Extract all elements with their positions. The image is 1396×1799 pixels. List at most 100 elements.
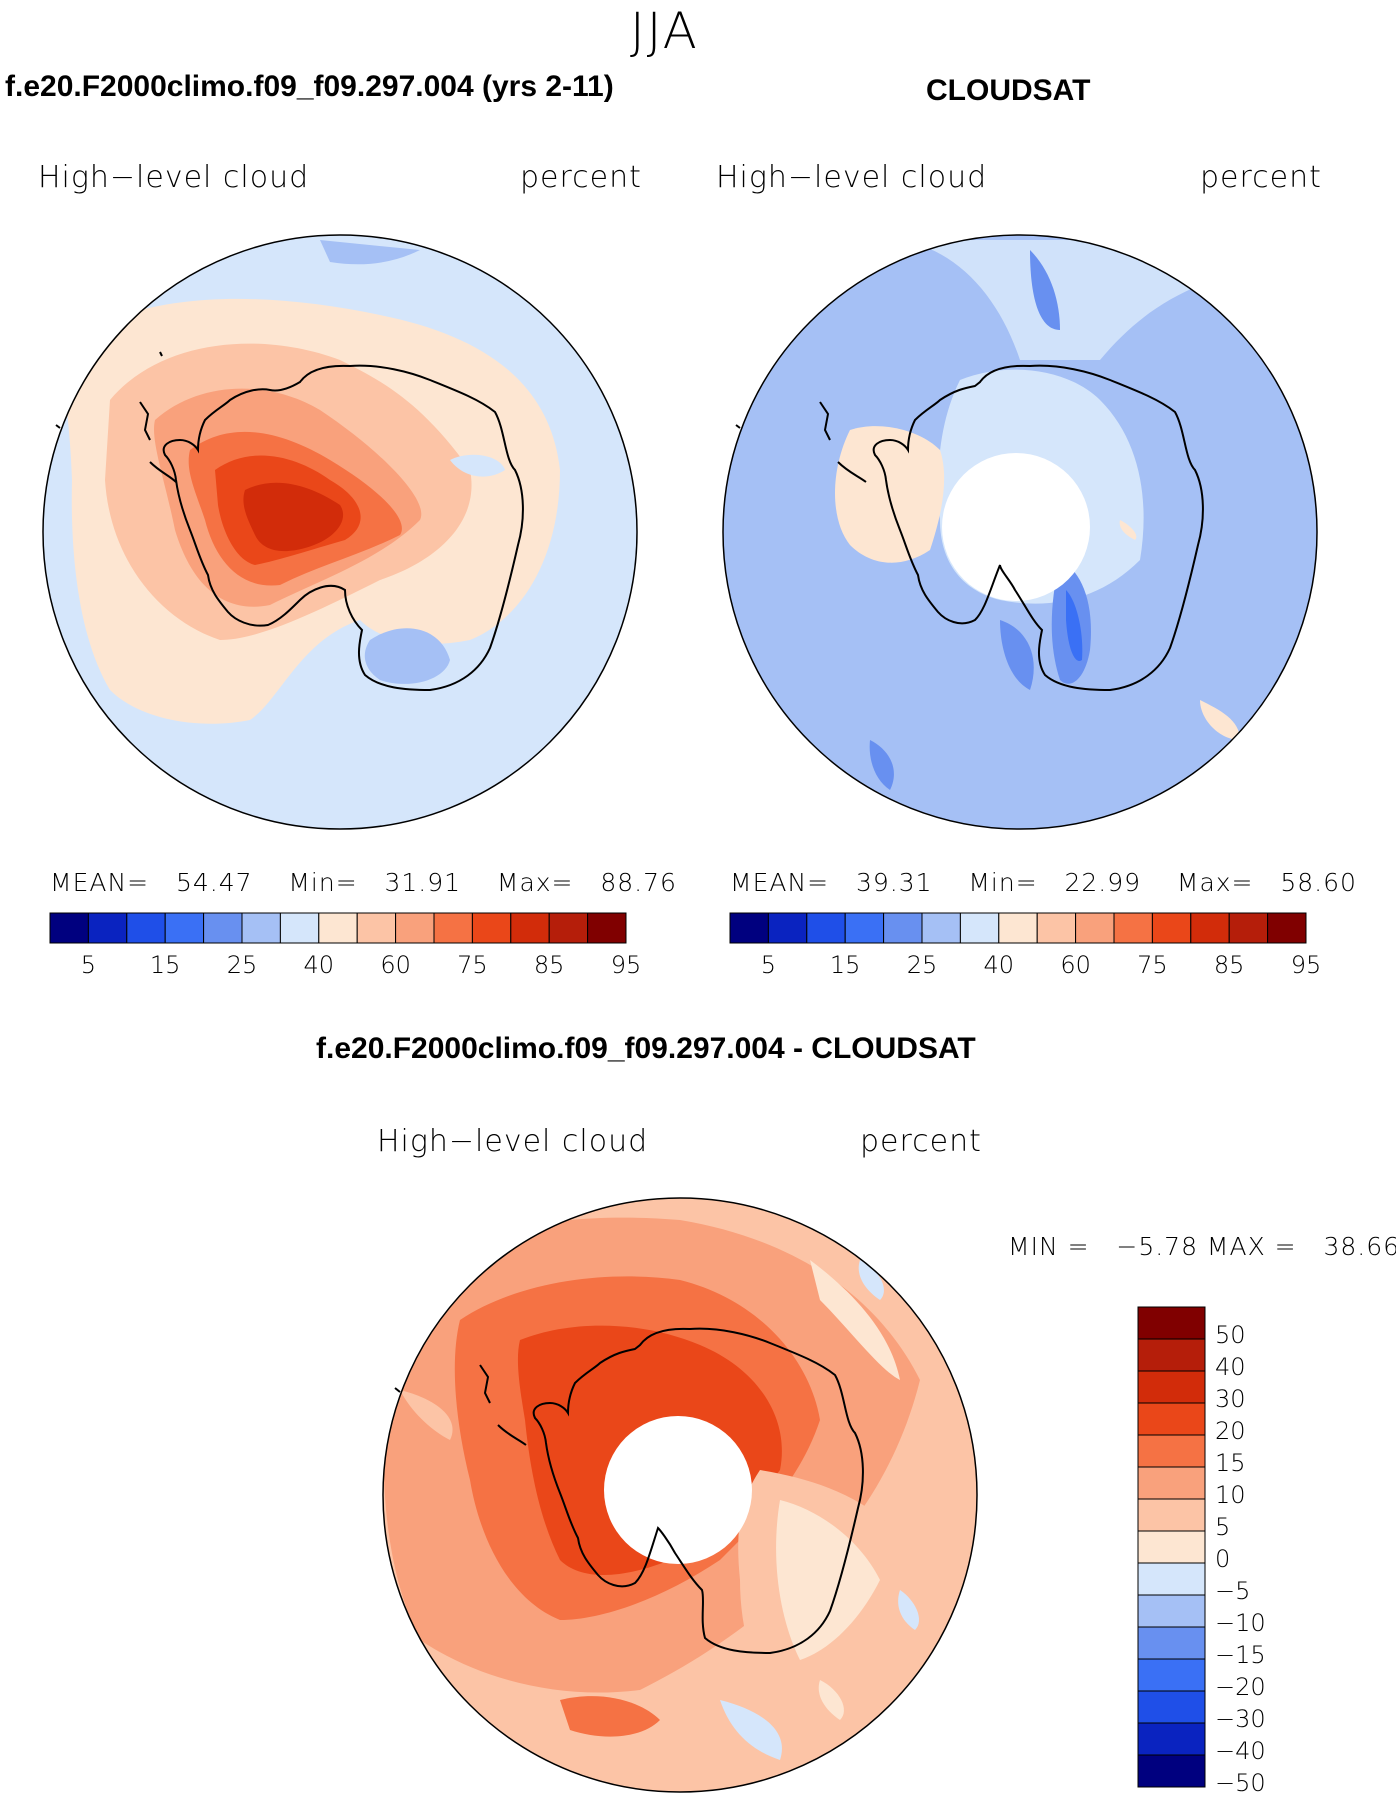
obs-polar-gap (942, 453, 1090, 601)
diff-stats: MIN = −5.78 MAX = 38.66 (1008, 1232, 1396, 1261)
obs-colorbar-tick: 15 (829, 951, 861, 979)
obs-variable-label: High−level cloud (716, 160, 988, 195)
obs-colorbar-tick: 25 (906, 951, 938, 979)
diff-colorbar-tick: −15 (1215, 1641, 1266, 1669)
obs-units-label: percent (1200, 160, 1322, 195)
season-title: JJA (630, 2, 699, 60)
model-min-value: 31.91 (384, 868, 462, 897)
obs-colorbar-tick: 60 (1060, 951, 1091, 979)
obs-map (722, 234, 1318, 830)
diff-colorbar-tick: −10 (1215, 1609, 1266, 1637)
obs-mean-value: 39.31 (855, 868, 933, 897)
diff-colorbar-cell (1137, 1690, 1206, 1724)
model-colorbar-cell (164, 912, 205, 944)
model-panel-title: f.e20.F2000climo.f09_f09.297.004 (yrs 2-… (5, 70, 614, 103)
obs-colorbar-tick: 85 (1213, 951, 1245, 979)
model-colorbar-tick: 15 (149, 951, 181, 979)
obs-colorbar-cell (883, 912, 923, 944)
model-colorbar-cell (87, 912, 128, 944)
obs-colorbar-cell (767, 912, 808, 944)
obs-colorbar-tick: 5 (760, 951, 777, 979)
diff-colorbar-cell (1137, 1306, 1206, 1340)
diff-colorbar-tick: −5 (1215, 1577, 1251, 1605)
model-colorbar-cell (318, 912, 358, 944)
diff-variable-label: High−level cloud (377, 1124, 649, 1159)
diff-coastline (532, 1327, 864, 1655)
obs-colorbar-tick: 95 (1290, 951, 1322, 979)
model-colorbar-cell (548, 912, 589, 944)
model-colorbar-tick: 5 (80, 951, 97, 979)
obs-colorbar (729, 912, 1307, 944)
model-colorbar (49, 912, 627, 944)
model-colorbar-cell (356, 912, 397, 944)
diff-units-label: percent (860, 1124, 982, 1159)
diff-panel-title: f.e20.F2000climo.f09_f09.297.004 - CLOUD… (316, 1032, 976, 1065)
diff-colorbar-tick: 10 (1215, 1481, 1246, 1509)
diff-colorbar-cell (1137, 1338, 1206, 1372)
diff-colorbar-tick: 0 (1215, 1545, 1231, 1573)
model-min-label: Min= (288, 868, 358, 897)
model-colorbar-cell (471, 912, 512, 944)
model-colorbar-cell (587, 912, 627, 944)
diff-colorbar-cell (1137, 1434, 1206, 1468)
diff-colorbar-cell (1137, 1658, 1206, 1692)
obs-max-label: Max= (1176, 868, 1254, 897)
diff-colorbar (1137, 1306, 1206, 1788)
obs-coastline (872, 364, 1204, 692)
diff-colorbar-cell (1137, 1498, 1206, 1532)
diff-colorbar-cell (1137, 1402, 1206, 1436)
diff-colorbar-cell (1137, 1530, 1206, 1564)
diff-colorbar-tick: 40 (1215, 1353, 1246, 1381)
model-colorbar-cell (510, 912, 550, 944)
model-colorbar-tick: 85 (533, 951, 565, 979)
diff-colorbar-tick: 5 (1215, 1513, 1231, 1541)
model-colorbar-cell (395, 912, 435, 944)
model-colorbar-tick: 75 (457, 951, 488, 979)
obs-colorbar-cell (1036, 912, 1077, 944)
model-variable-label: High−level cloud (38, 160, 310, 195)
diff-colorbar-tick: −50 (1215, 1769, 1266, 1797)
obs-colorbar-cell (844, 912, 885, 944)
diff-colorbar-tick: 30 (1215, 1385, 1246, 1413)
obs-map-border (722, 234, 1318, 830)
model-colorbar-cell (241, 912, 281, 944)
model-max-label: Max= (496, 868, 574, 897)
model-colorbar-tick: 95 (610, 951, 642, 979)
model-colorbar-tick: 60 (380, 951, 411, 979)
diff-colorbar-tick: 15 (1215, 1449, 1246, 1477)
obs-colorbar-cell (1267, 912, 1307, 944)
obs-min-label: Min= (968, 868, 1038, 897)
model-colorbar-tick: 25 (226, 951, 258, 979)
diff-colorbar-cell (1137, 1562, 1206, 1596)
model-units-label: percent (520, 160, 642, 195)
model-colorbar-tick: 40 (303, 951, 335, 979)
model-coastline (162, 364, 524, 692)
model-mean-label: MEAN= (50, 868, 150, 897)
obs-colorbar-tick: 40 (983, 951, 1015, 979)
obs-colorbar-cell (1228, 912, 1269, 944)
diff-map-border (382, 1197, 978, 1793)
diff-colorbar-cell (1137, 1370, 1206, 1404)
diff-colorbar-cell (1137, 1754, 1206, 1788)
diff-polar-gap (604, 1416, 752, 1564)
diff-colorbar-cell (1137, 1722, 1206, 1756)
diff-colorbar-cell (1137, 1466, 1206, 1500)
diff-colorbar-cell (1137, 1626, 1206, 1660)
diff-colorbar-tick: 20 (1215, 1417, 1246, 1445)
obs-panel-title: CLOUDSAT (926, 74, 1091, 107)
diff-colorbar-tick: −40 (1215, 1737, 1266, 1765)
model-colorbar-cell (433, 912, 473, 944)
model-colorbar-cell (126, 912, 166, 944)
model-map (42, 234, 638, 830)
obs-colorbar-cell (1075, 912, 1115, 944)
obs-colorbar-cell (806, 912, 846, 944)
obs-colorbar-cell (921, 912, 961, 944)
model-colorbar-cell (279, 912, 320, 944)
obs-colorbar-cell (959, 912, 1000, 944)
diff-colorbar-tick: −30 (1215, 1705, 1266, 1733)
obs-colorbar-tick: 75 (1137, 951, 1168, 979)
obs-colorbar-cell (998, 912, 1038, 944)
model-map-border (42, 234, 638, 830)
diff-map (382, 1197, 978, 1793)
